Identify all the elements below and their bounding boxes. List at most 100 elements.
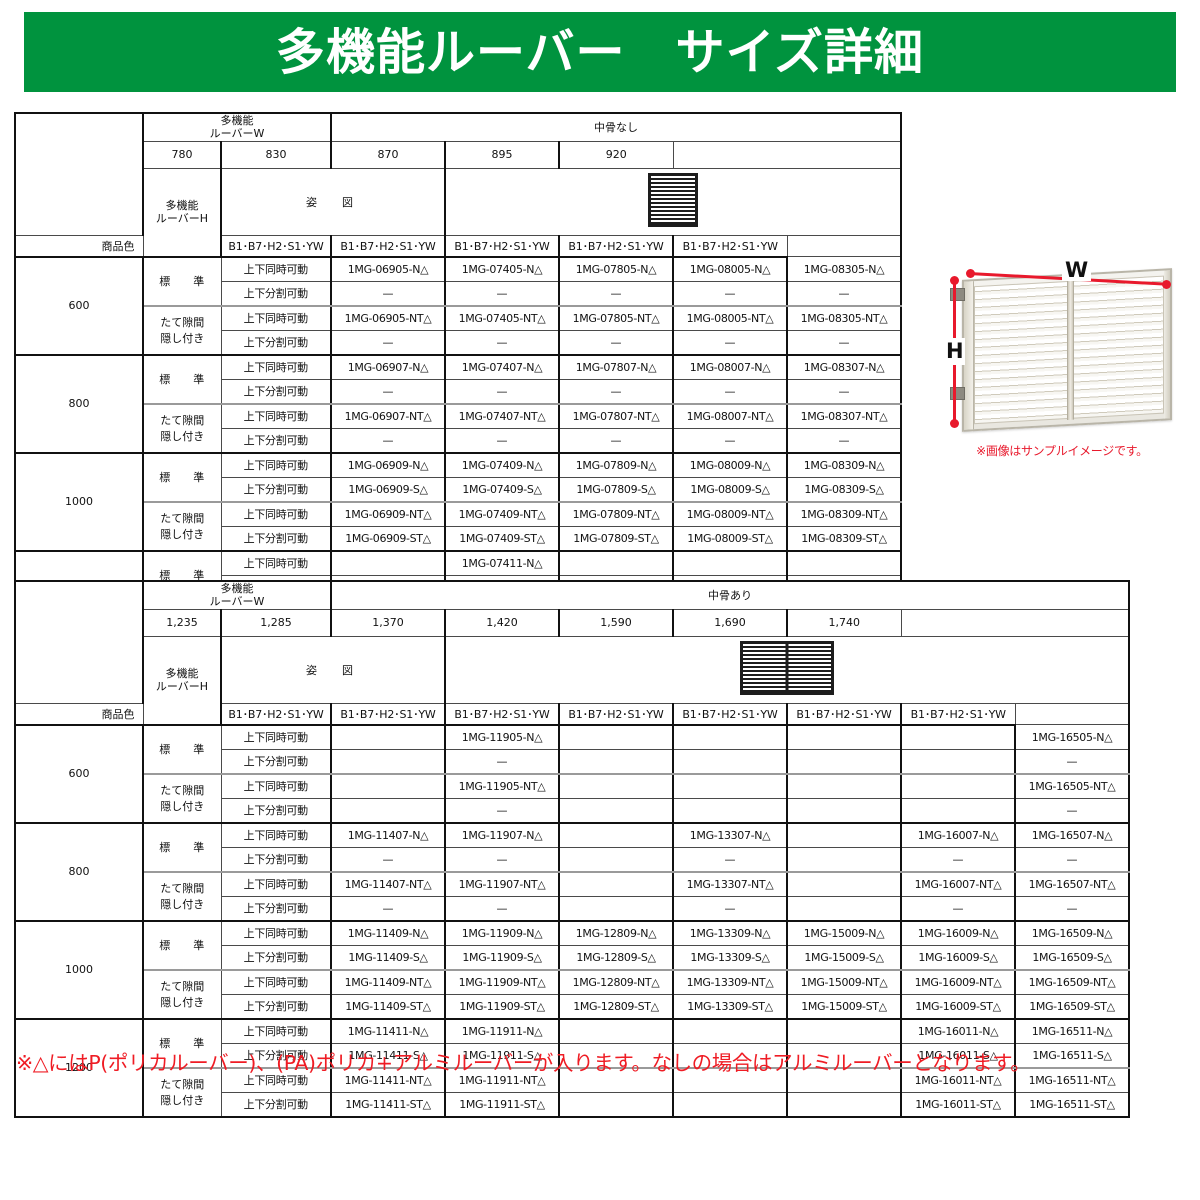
table-row: 上下分割可動 — — bbox=[15, 797, 1130, 824]
product-code-cell: 1MG-08005-N△ bbox=[672, 256, 788, 282]
type-gap-conceal-label: たて隙間隠し付き bbox=[142, 403, 222, 454]
product-code-cell: 1MG-11911-S△ bbox=[444, 1042, 560, 1069]
product-code-cell: 1MG-07409-ST△ bbox=[444, 525, 560, 552]
louver-h-header-line2: ルーバーH bbox=[155, 212, 209, 226]
table-row: 上下分割可動 — — — — — bbox=[15, 895, 1130, 922]
product-code-cell: — bbox=[672, 378, 788, 405]
height-value-600: 600 bbox=[14, 724, 144, 824]
window-center-mullion bbox=[1067, 279, 1074, 420]
product-code-cell: 1MG-08009-S△ bbox=[672, 476, 788, 503]
mode-label: 上下同時可動 bbox=[220, 773, 332, 799]
page-title-banner: 多機能ルーバー サイズ詳細 bbox=[24, 12, 1176, 92]
product-code-cell: 1MG-12809-NT△ bbox=[558, 969, 674, 995]
louver-h-header-line2: ルーバーH bbox=[155, 680, 209, 694]
mode-label: 上下分割可動 bbox=[220, 1042, 332, 1069]
product-code-cell: 1MG-16009-N△ bbox=[900, 920, 1016, 946]
product-code-cell: 1MG-16011-NT△ bbox=[900, 1067, 1016, 1093]
mode-label: 上下分割可動 bbox=[220, 378, 332, 405]
table-row: 600 標 準上下同時可動 1MG-06905-N△ 1MG-07405-N△ 1MG-… bbox=[14, 256, 902, 356]
width-dimension-label: W bbox=[1062, 260, 1092, 281]
empty-cell bbox=[786, 724, 902, 750]
color-codes-1740: B1･B7･H2･S1･YW bbox=[900, 702, 1016, 726]
product-code-cell: 1MG-06909-S△ bbox=[330, 476, 446, 503]
product-code-cell: 1MG-07407-NT△ bbox=[444, 403, 560, 429]
table-row: たて隙間 隠し付き 上下同時可動 1MG-06909-NT△ 1MG-07409-NT△… bbox=[15, 501, 902, 552]
product-code-cell: 1MG-16011-S△ bbox=[900, 1042, 1016, 1069]
product-code-cell: 1MG-16511-ST△ bbox=[1014, 1091, 1130, 1118]
product-code-cell: — bbox=[558, 280, 674, 307]
product-code-cell: — bbox=[558, 378, 674, 405]
product-photo: W H bbox=[936, 258, 1180, 436]
table-row: 1000 標 準上下同時可動 1MG-11409-N△ 1MG-11909-N△ 1MG… bbox=[14, 920, 1130, 1020]
page-title: 多機能ルーバー サイズ詳細 bbox=[275, 23, 925, 81]
empty-cell bbox=[900, 773, 1016, 799]
width-dimension-arrow: W bbox=[966, 260, 1171, 289]
product-code-cell: 1MG-06905-NT△ bbox=[330, 305, 446, 331]
color-codes-920: B1･B7･H2･S1･YW bbox=[672, 234, 788, 258]
product-code-cell: — bbox=[900, 895, 1016, 922]
empty-cell bbox=[786, 1018, 902, 1044]
product-code-cell: 1MG-15009-N△ bbox=[786, 920, 902, 946]
mode-label: 上下同時可動 bbox=[220, 550, 332, 576]
width-header-895: 895 bbox=[444, 140, 560, 169]
product-code-cell: 1MG-07807-N△ bbox=[558, 354, 674, 380]
product-code-cell: 1MG-07809-ST△ bbox=[558, 525, 674, 552]
louver-w-header-line1: 多機能 bbox=[220, 582, 254, 595]
table-row: たて隙間 隠し付き 上下同時可動 1MG-06907-NT△ 1MG-07407-NT△… bbox=[15, 403, 902, 454]
table-row: 600 標 準上下同時可動 1MG-11905-N△ 1MG-16505-N△ bbox=[14, 724, 1130, 824]
color-codes-780: B1･B7･H2･S1･YW bbox=[220, 234, 332, 258]
product-color-label: 商品色 bbox=[14, 702, 222, 726]
mode-label: 上下分割可動 bbox=[220, 1091, 332, 1118]
mode-label: 上下分割可動 bbox=[220, 329, 332, 356]
empty-cell bbox=[672, 1091, 788, 1118]
louver-window-illustration bbox=[962, 268, 1172, 432]
product-code-cell: 1MG-06905-N△ bbox=[330, 256, 446, 282]
product-code-cell: 1MG-16011-N△ bbox=[900, 1018, 1016, 1044]
product-code-cell: — bbox=[1014, 846, 1130, 873]
product-code-cell: 1MG-11411-S△ bbox=[330, 1042, 446, 1069]
product-color-label: 商品色 bbox=[14, 234, 222, 258]
shape-row-label: 姿 図 bbox=[220, 167, 446, 236]
table-row: 1200 標 準上下同時可動 1MG-11411-N△ 1MG-11911-N△ 1MG… bbox=[14, 1018, 1130, 1118]
product-code-cell: — bbox=[330, 329, 446, 356]
table-corner-blank bbox=[14, 580, 144, 704]
table-corner-blank bbox=[14, 112, 144, 236]
mode-label: 上下同時可動 bbox=[220, 256, 332, 282]
height-arrow-bottom-dot bbox=[950, 419, 959, 428]
product-code-cell: 1MG-07809-S△ bbox=[558, 476, 674, 503]
product-code-cell: 1MG-07807-NT△ bbox=[558, 403, 674, 429]
type-gap-conceal-label: たて隙間隠し付き bbox=[142, 305, 222, 356]
empty-cell bbox=[558, 724, 674, 750]
width-header-1420: 1,420 bbox=[444, 608, 560, 637]
product-code-cell: 1MG-11407-N△ bbox=[330, 822, 446, 848]
product-code-cell: 1MG-11409-S△ bbox=[330, 944, 446, 971]
color-codes-870: B1･B7･H2･S1･YW bbox=[444, 234, 560, 258]
product-code-cell: 1MG-16509-NT△ bbox=[1014, 969, 1130, 995]
type-standard-label: 標 準 bbox=[142, 724, 222, 775]
empty-cell bbox=[900, 724, 1016, 750]
product-code-cell: 1MG-11909-ST△ bbox=[444, 993, 560, 1020]
product-code-cell: — bbox=[444, 797, 560, 824]
product-code-cell: 1MG-06907-N△ bbox=[330, 354, 446, 380]
empty-cell bbox=[558, 895, 674, 922]
mode-label: 上下分割可動 bbox=[220, 797, 332, 824]
empty-cell bbox=[558, 1067, 674, 1093]
empty-cell bbox=[786, 846, 902, 873]
width-header-1235: 1,235 bbox=[142, 608, 222, 637]
product-code-cell: 1MG-07409-S△ bbox=[444, 476, 560, 503]
height-arrow-top-dot bbox=[950, 276, 959, 285]
empty-cell bbox=[558, 822, 674, 848]
product-code-cell: 1MG-07411-N△ bbox=[444, 550, 560, 576]
table-row: 1000 標 準上下同時可動 1MG-06909-N△ 1MG-07409-N△ 1MG… bbox=[14, 452, 902, 552]
empty-cell bbox=[330, 550, 446, 576]
product-code-cell: 1MG-16507-NT△ bbox=[1014, 871, 1130, 897]
height-value-1000: 1000 bbox=[14, 452, 144, 552]
mode-label: 上下分割可動 bbox=[220, 476, 332, 503]
mode-label: 上下同時可動 bbox=[220, 452, 332, 478]
mode-label: 上下分割可動 bbox=[220, 944, 332, 971]
product-code-cell: — bbox=[330, 378, 446, 405]
empty-cell bbox=[786, 797, 902, 824]
empty-cell bbox=[786, 822, 902, 848]
color-codes-1590: B1･B7･H2･S1･YW bbox=[672, 702, 788, 726]
color-codes-1285: B1･B7･H2･S1･YW bbox=[330, 702, 446, 726]
